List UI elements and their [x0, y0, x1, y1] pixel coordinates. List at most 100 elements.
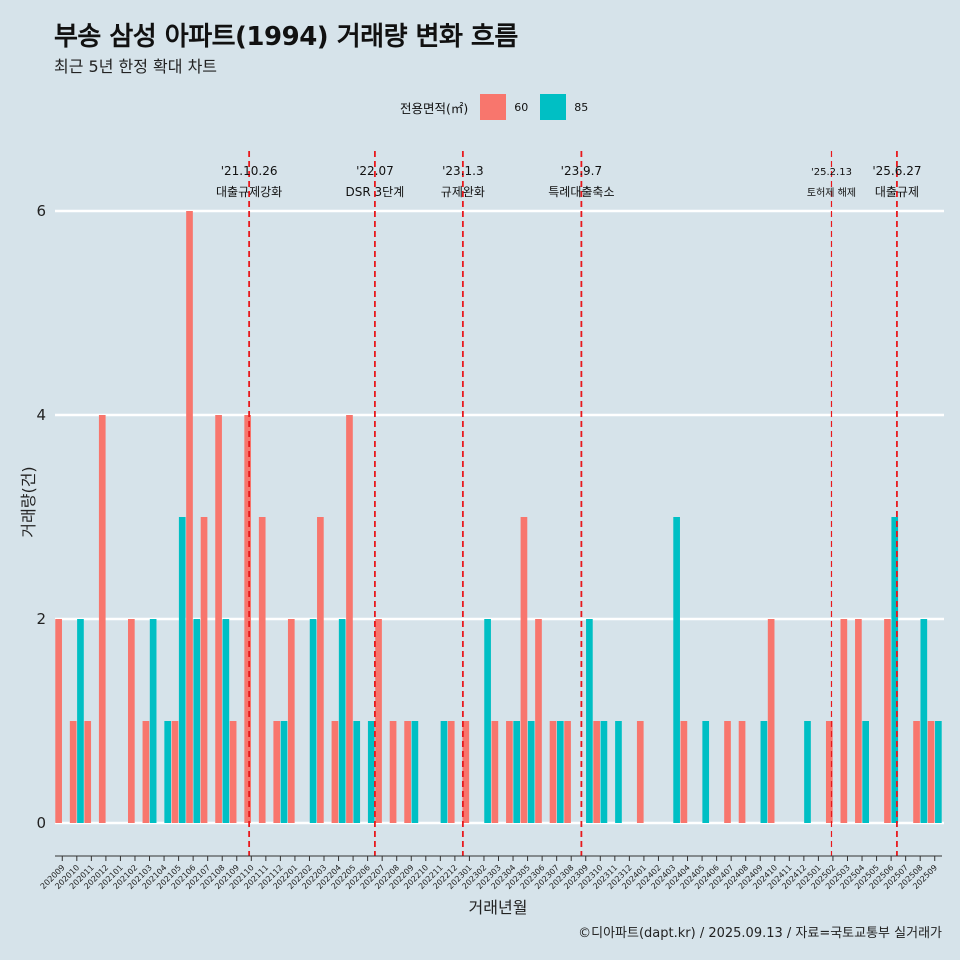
bar-60-202212 — [447, 721, 455, 823]
bar-60-202011 — [84, 721, 92, 823]
event-label: 대출규제강화 — [216, 185, 282, 199]
bar-85-202104 — [164, 721, 172, 823]
bar-85-202309 — [586, 619, 593, 823]
bar-85-202112 — [280, 721, 288, 823]
bar-60-202111 — [258, 517, 266, 823]
legend-swatch-85 — [540, 94, 567, 120]
bar-85-202205 — [353, 721, 361, 823]
event-date: '23.9.7 — [561, 164, 602, 178]
event-label: 특례대출축소 — [548, 185, 614, 199]
bar-60-202310 — [593, 721, 600, 823]
bar-60-202105 — [171, 721, 179, 823]
bar-85-202204 — [338, 619, 346, 823]
bar-85-202304 — [513, 721, 521, 823]
bar-85-202508 — [920, 619, 928, 823]
bar-60-202010 — [69, 721, 77, 823]
bar-85-202305 — [527, 721, 535, 823]
y-axis: 0 2 4 6 — [36, 202, 46, 832]
bar-60-202506 — [884, 619, 891, 823]
bar-60-202508 — [913, 721, 920, 823]
bar-60-202503 — [840, 619, 848, 823]
bar-85-202211 — [440, 721, 448, 823]
bar-85-202310 — [600, 721, 608, 823]
bar-60-202502 — [825, 721, 833, 823]
event-date: '25.2.13 — [811, 167, 852, 178]
event-lines: '21.10.26 대출규제강화 '22.07 DSR 3단계 '23.1.3 규제완화 '… — [216, 151, 921, 856]
bar-85-202403 — [673, 517, 680, 823]
bar-60-202201 — [287, 619, 295, 823]
source-caption: ©디아파트(dapt.kr) / 2025.09.13 / 자료=국토교통부 실… — [578, 926, 942, 941]
event-label: DSR 3단계 — [346, 185, 405, 199]
bar-60-202504 — [855, 619, 862, 823]
bar-60-202203 — [317, 517, 324, 823]
bar-85-202405 — [702, 721, 710, 823]
bar-85-202409 — [760, 721, 768, 823]
bar-60-202103 — [142, 721, 150, 823]
y-tick-label: 2 — [36, 610, 46, 628]
bar-60-202410 — [767, 619, 775, 823]
bar-60-202009 — [55, 619, 62, 823]
event-date: '23.1.3 — [442, 164, 483, 178]
event-label: 규제완화 — [441, 185, 485, 199]
bar-60-202404 — [680, 721, 688, 823]
event-label: 토허제 해제 — [807, 186, 856, 199]
bar-60-202509 — [927, 721, 935, 823]
bar-85-202209 — [411, 721, 419, 823]
bar-85-202010 — [77, 619, 84, 823]
bar-60-202401 — [636, 721, 644, 823]
event-date: '25.6.27 — [872, 164, 921, 178]
bar-60-202408 — [738, 721, 746, 823]
event-date: '21.10.26 — [221, 164, 278, 178]
bar-60-202208 — [389, 721, 397, 823]
bar-60-202110 — [244, 415, 252, 823]
legend-title: 전용면적(㎡) — [400, 100, 469, 116]
bar-60-202306 — [535, 619, 542, 823]
chart-title: 부송 삼성 아파트(1994) 거래량 변화 흐름 — [54, 22, 518, 52]
bar-85-202302 — [484, 619, 491, 823]
y-tick-label: 6 — [36, 202, 46, 220]
bar-60-202109 — [229, 721, 237, 823]
chart-subtitle: 최근 5년 한정 확대 차트 — [54, 57, 218, 76]
bar-85-202106 — [193, 619, 201, 823]
bar-85-202509 — [935, 721, 942, 823]
bar-60-202107 — [200, 517, 208, 823]
bar-85-202202 — [309, 619, 317, 823]
x-axis-title: 거래년월 — [469, 898, 528, 917]
bar-60-202209 — [404, 721, 411, 823]
bar-60-202012 — [98, 415, 106, 823]
event-date: '22.07 — [356, 164, 394, 178]
y-axis-title: 거래량(건) — [19, 466, 38, 537]
y-tick-label: 0 — [36, 814, 46, 832]
bars — [55, 211, 942, 823]
bar-85-202206 — [367, 721, 375, 823]
event-label: 대출규제 — [875, 185, 919, 199]
legend-label-85: 85 — [574, 100, 589, 114]
bar-60-202204 — [331, 721, 339, 823]
bar-85-202103 — [149, 619, 157, 823]
bar-60-202207 — [375, 619, 382, 823]
x-axis: 2020092020102020112020122021012021022021… — [39, 855, 942, 891]
bar-85-202412 — [804, 721, 811, 823]
legend-swatch-60 — [480, 94, 507, 120]
bar-60-202303 — [491, 721, 499, 823]
bar-60-202102 — [128, 619, 135, 823]
bar-60-202307 — [549, 721, 557, 823]
bar-60-202301 — [462, 721, 470, 823]
bar-60-202108 — [215, 415, 222, 823]
bar-60-202407 — [724, 721, 731, 823]
y-tick-label: 4 — [36, 406, 46, 424]
bar-85-202307 — [556, 721, 564, 823]
bar-85-202506 — [891, 517, 899, 823]
bar-85-202311 — [615, 721, 622, 823]
bar-60-202112 — [273, 721, 281, 823]
legend-label-60: 60 — [514, 100, 529, 114]
bar-60-202205 — [346, 415, 353, 823]
bar-60-202308 — [564, 721, 571, 823]
bar-60-202305 — [520, 517, 528, 823]
bar-85-202108 — [222, 619, 230, 823]
bar-85-202105 — [178, 517, 186, 823]
bar-60-202106 — [186, 211, 193, 823]
bar-85-202504 — [862, 721, 869, 823]
bar-60-202304 — [506, 721, 513, 823]
